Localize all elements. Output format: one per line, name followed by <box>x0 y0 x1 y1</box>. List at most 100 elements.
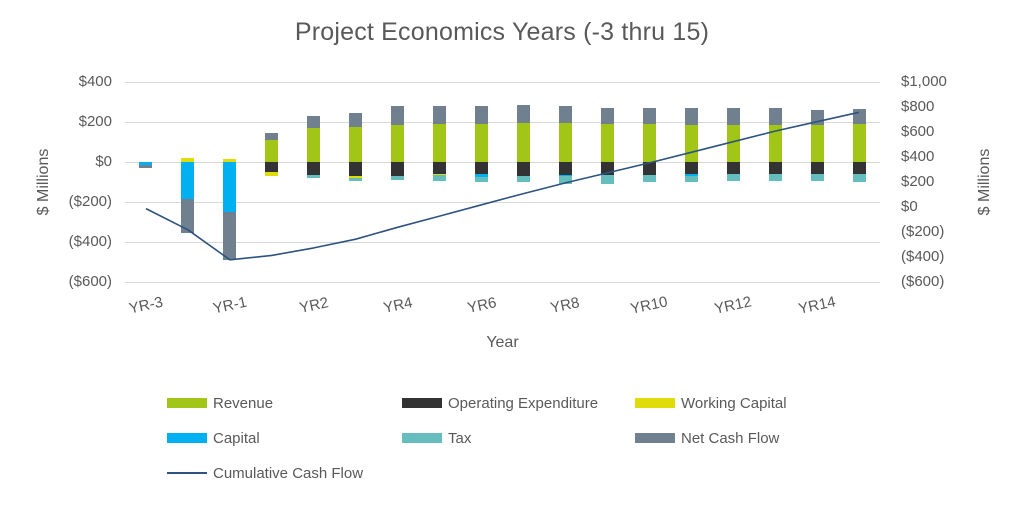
legend-item-capital: Capital <box>167 429 260 447</box>
y-axis-left-tick: ($400) <box>68 232 112 250</box>
gridline <box>125 201 880 203</box>
y-axis-left-tick: ($600) <box>68 272 112 290</box>
bar-segment-revenue <box>516 123 530 162</box>
y-axis-right-tick: $400 <box>901 147 935 165</box>
bar-segment-operating_expenditure <box>642 161 656 175</box>
bar-segment-revenue <box>600 123 614 162</box>
bar-segment-net_cash_flow <box>726 108 740 126</box>
bar-segment-working_capital <box>181 157 195 162</box>
bar-segment-revenue <box>475 123 489 162</box>
legend-line-cumulative_cash_flow <box>167 472 207 474</box>
legend-item-cumulative_cash_flow: Cumulative Cash Flow <box>167 464 364 482</box>
legend-swatch-operating_expenditure <box>402 398 442 408</box>
gridline <box>125 161 880 163</box>
bar-segment-capital <box>684 173 698 177</box>
bar-segment-capital <box>181 161 195 199</box>
bar-segment-operating_expenditure <box>307 161 321 176</box>
legend-label: Operating Expenditure <box>448 394 599 412</box>
bar-segment-tax <box>642 174 656 183</box>
bar-segment-operating_expenditure <box>475 161 489 175</box>
bar-segment-tax <box>768 174 782 182</box>
x-axis-title: Year <box>486 334 519 351</box>
bar-segment-net_cash_flow <box>600 107 614 124</box>
legend-label: Net Cash Flow <box>681 429 780 447</box>
bar-segment-revenue <box>307 128 321 162</box>
gridline <box>125 81 880 83</box>
cumulative-cash-flow-line <box>145 111 860 261</box>
bar-segment-operating_expenditure <box>265 161 279 172</box>
bar-segment-tax <box>558 176 572 184</box>
bar-segment-tax <box>475 177 489 183</box>
bar-segment-net_cash_flow <box>768 108 782 126</box>
bar-segment-operating_expenditure <box>558 161 572 175</box>
legend-item-operating_expenditure: Operating Expenditure <box>402 394 599 412</box>
bar-segment-tax <box>516 175 530 182</box>
y-axis-right-tick: $1,000 <box>901 72 947 90</box>
bar-segment-tax <box>391 175 405 181</box>
bar-segment-net_cash_flow <box>349 112 363 127</box>
legend-item-revenue: Revenue <box>167 394 274 412</box>
y-axis-left-tick: $400 <box>78 72 112 90</box>
y-axis-right-tick: ($600) <box>901 272 945 290</box>
legend-label: Revenue <box>213 394 274 412</box>
legend-swatch-capital <box>167 433 207 443</box>
bar-segment-revenue <box>265 139 279 162</box>
legend-swatch-revenue <box>167 398 207 408</box>
legend-label: Cumulative Cash Flow <box>213 464 364 482</box>
bar-segment-net_cash_flow <box>433 106 447 125</box>
legend-swatch-working_capital <box>635 398 675 408</box>
bar-segment-tax <box>433 175 447 181</box>
bar-segment-working_capital <box>349 176 363 178</box>
legend-item-tax: Tax <box>402 429 472 447</box>
legend-label: Capital <box>213 429 260 447</box>
bar-segment-net_cash_flow <box>684 107 698 125</box>
bar-segment-working_capital <box>223 159 237 162</box>
bar-segment-operating_expenditure <box>852 161 866 175</box>
bar-segment-working_capital <box>433 173 447 176</box>
bar-segment-revenue <box>558 123 572 162</box>
legend-swatch-net_cash_flow <box>635 433 675 443</box>
legend-label: Tax <box>448 429 472 447</box>
bar-segment-revenue <box>391 125 405 162</box>
legend-item-working_capital: Working Capital <box>635 394 787 412</box>
bar-segment-net_cash_flow <box>181 198 195 233</box>
bar-segment-tax <box>726 174 740 182</box>
y-axis-left-tick: $200 <box>78 112 112 130</box>
gridline <box>125 281 880 283</box>
bar-segment-revenue <box>349 126 363 162</box>
y-axis-right-tick: ($200) <box>901 222 945 240</box>
legend-item-net_cash_flow: Net Cash Flow <box>635 429 780 447</box>
bar-segment-net_cash_flow <box>558 106 572 124</box>
bar-segment-operating_expenditure <box>810 161 824 175</box>
bar-segment-capital <box>139 161 153 165</box>
bar-segment-tax <box>307 175 321 178</box>
bar-segment-tax <box>684 176 698 183</box>
bar-segment-tax <box>600 175 614 185</box>
bar-segment-operating_expenditure <box>433 161 447 174</box>
y-axis-right-tick: $0 <box>901 197 918 215</box>
bar-segment-net_cash_flow <box>223 211 237 260</box>
bar-segment-operating_expenditure <box>768 161 782 175</box>
bar-segment-operating_expenditure <box>516 161 530 176</box>
bar-segment-capital <box>558 174 572 177</box>
gridline <box>125 241 880 243</box>
bar-segment-net_cash_flow <box>307 116 321 129</box>
chart-title: Project Economics Years (-3 thru 15) <box>294 18 710 46</box>
bar-segment-operating_expenditure <box>726 161 740 175</box>
bar-segment-revenue <box>768 125 782 162</box>
y-axis-right-tick: $800 <box>901 97 935 115</box>
bar-segment-revenue <box>642 124 656 162</box>
y-axis-right-tick: $600 <box>901 122 935 140</box>
bar-segment-net_cash_flow <box>516 105 530 124</box>
bar-segment-capital <box>223 161 237 212</box>
bar-segment-net_cash_flow <box>642 108 656 125</box>
bar-segment-operating_expenditure <box>684 161 698 174</box>
bar-segment-net_cash_flow <box>265 132 279 140</box>
bar-segment-net_cash_flow <box>391 106 405 126</box>
bar-segment-tax <box>852 174 866 182</box>
legend-label: Working Capital <box>681 394 787 412</box>
bar-segment-capital <box>475 174 489 178</box>
bar-segment-revenue <box>433 124 447 162</box>
